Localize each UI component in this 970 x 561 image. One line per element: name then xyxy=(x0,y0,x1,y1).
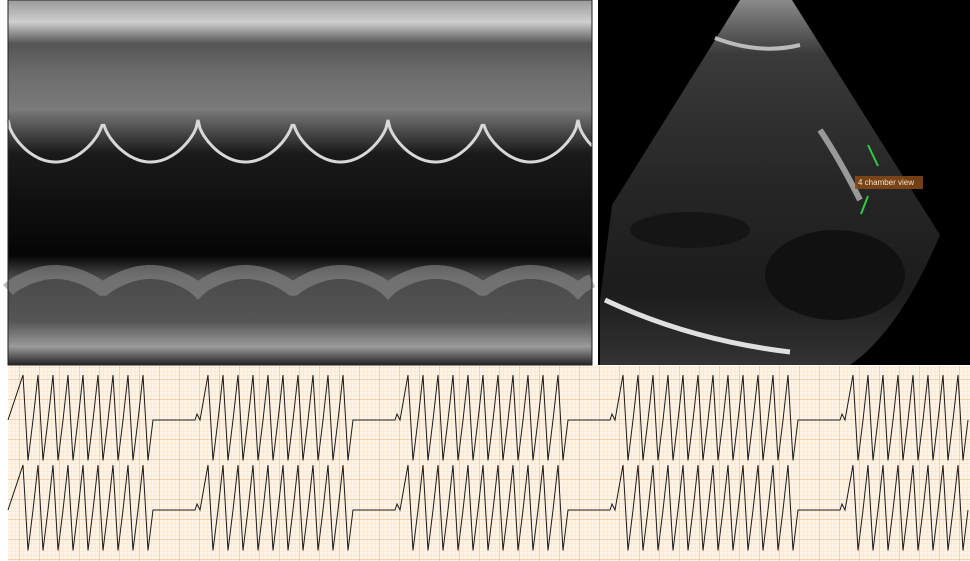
ecg-grid xyxy=(8,366,970,561)
annotation: 4 chamber view xyxy=(858,178,914,187)
composite-image: 4 chamber view xyxy=(0,0,970,561)
m-mode-background xyxy=(8,0,592,365)
echo-chamber xyxy=(765,230,905,320)
echo-panel: 4 chamber view xyxy=(598,0,970,365)
echo-chamber xyxy=(630,212,750,248)
m-mode-panel xyxy=(8,0,592,365)
ecg-panel xyxy=(8,366,970,561)
